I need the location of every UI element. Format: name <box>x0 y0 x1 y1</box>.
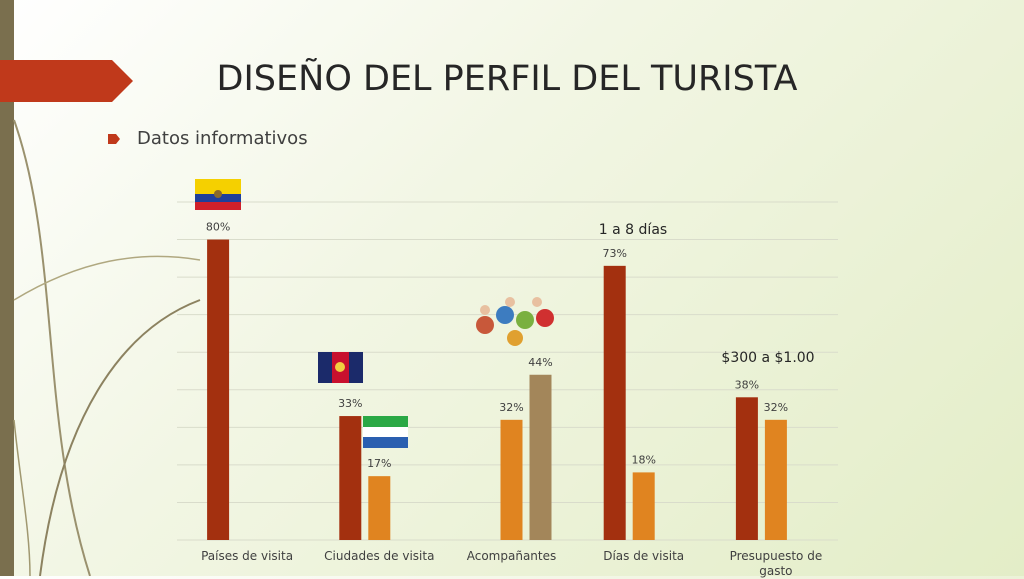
x-tick-label: Acompañantes <box>466 549 557 563</box>
bullet <box>108 134 120 144</box>
title: DISEÑO DEL PERFIL DEL TURISTA <box>217 57 798 99</box>
x-tick-label: Países de visita <box>201 549 294 563</box>
x-tick-label: Días de visita <box>603 549 685 563</box>
bar <box>735 397 758 540</box>
x-tick-label: Presupuesto de gasto <box>729 549 823 578</box>
data-label: 80% <box>206 221 230 234</box>
bar <box>368 476 391 540</box>
side-strip <box>0 0 14 576</box>
decor <box>13 119 91 576</box>
annotation: 1 a 8 días <box>599 222 667 238</box>
bar <box>764 419 787 540</box>
data-label: 38% <box>735 378 759 391</box>
decor <box>13 255 201 301</box>
bar <box>207 239 230 541</box>
data-label: 33% <box>338 397 362 410</box>
title-tab <box>0 60 133 102</box>
decor <box>13 419 31 576</box>
data-label: 18% <box>631 453 655 466</box>
subtitle: Datos informativos <box>137 128 308 149</box>
bar <box>339 416 362 540</box>
flag-ecuador <box>195 179 241 210</box>
annotation: $300 a $1.00 <box>721 350 814 366</box>
data-label: 44% <box>528 356 552 369</box>
flag-city <box>318 352 363 383</box>
bar <box>603 265 626 540</box>
data-label: 17% <box>367 457 391 470</box>
data-label: 73% <box>602 247 626 260</box>
group-photo <box>476 297 554 346</box>
bar <box>632 472 655 540</box>
data-label: 32% <box>764 401 788 414</box>
bar <box>500 419 523 540</box>
flag-province <box>363 416 408 448</box>
bar <box>529 374 552 540</box>
data-label: 32% <box>499 401 523 414</box>
decor <box>39 299 201 576</box>
x-tick-label: Ciudades de visita <box>324 549 435 563</box>
